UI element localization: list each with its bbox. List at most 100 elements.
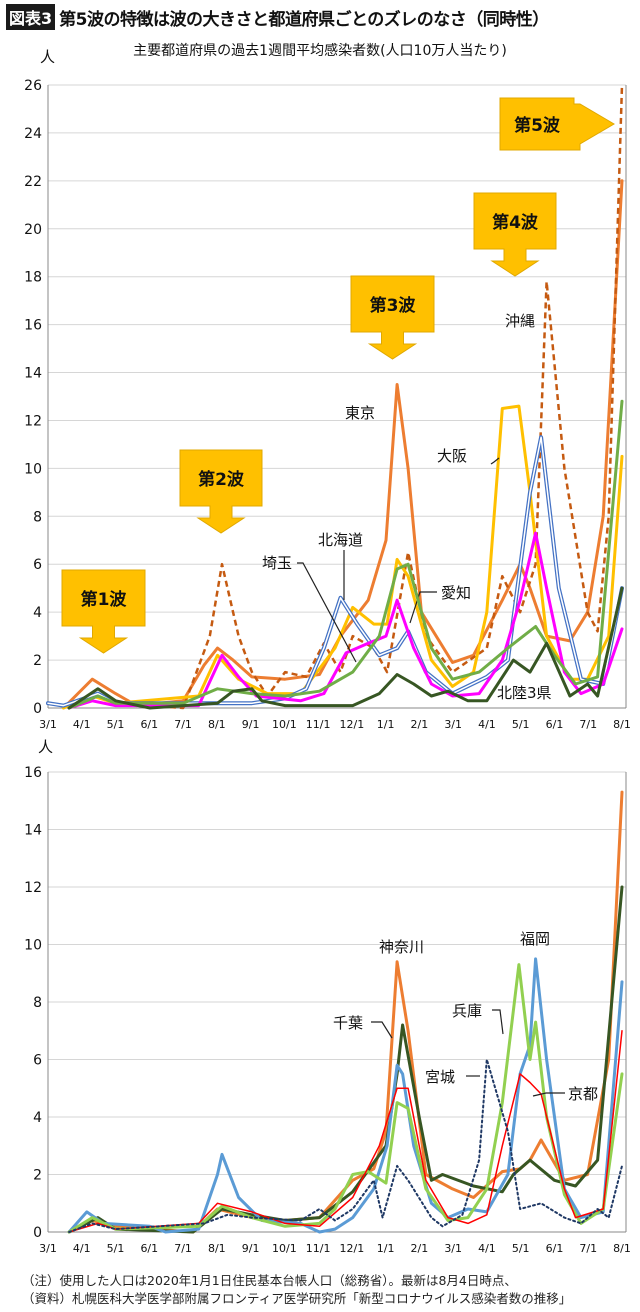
chart-title: 主要都道府県の過去1週間平均感染者数(人口10万人当たり) <box>133 43 507 59</box>
y-tick-label: 14 <box>24 366 42 382</box>
x-tick-label: 11/1 <box>306 1242 331 1255</box>
series-label: 京都 <box>568 1085 598 1103</box>
x-tick-label: 7/1 <box>174 718 192 731</box>
y-tick-label: 26 <box>24 78 42 94</box>
series-label: 沖縄 <box>505 312 535 330</box>
figure-title: 第5波の特徴は波の大きさと都道府県ごとのズレのなさ（同時性） <box>59 9 549 30</box>
y-tick-label: 24 <box>24 126 42 142</box>
wave-label: 第5波 <box>514 115 561 136</box>
callout-arrow-shape <box>61 569 146 654</box>
y-tick-label: 10 <box>24 461 42 477</box>
wave-callout: 第5波 <box>499 97 615 151</box>
x-tick-label: 2/1 <box>411 718 429 731</box>
y-tick-label: 4 <box>33 605 42 621</box>
x-tick-label: 10/1 <box>272 1242 297 1255</box>
series-line-宮城 <box>68 1058 623 1233</box>
x-tick-label: 6/1 <box>546 718 564 731</box>
x-tick-label: 12/1 <box>340 718 365 731</box>
x-tick-label: 5/1 <box>107 718 125 731</box>
callout-arrow-shape <box>473 192 557 277</box>
y-tick-label: 8 <box>33 995 42 1011</box>
series-label: 北陸3県 <box>497 684 552 702</box>
wave-label: 第1波 <box>81 589 128 610</box>
series-line-千葉 <box>67 885 624 1234</box>
series-label: 福岡 <box>520 930 550 948</box>
source-line: （資料）札幌医科大学医学部附属フロンティア医学研究所「新型コロナウイルス感染者数… <box>22 1291 572 1306</box>
x-tick-label: 4/1 <box>478 1242 496 1255</box>
x-tick-label: 4/1 <box>73 1242 91 1255</box>
y-tick-label: 20 <box>24 222 42 238</box>
series-label: 神奈川 <box>379 938 424 956</box>
y-unit-label: 人 <box>38 738 53 756</box>
x-tick-label: 1/1 <box>377 1242 395 1255</box>
label-pointer <box>490 457 500 465</box>
x-tick-label: 4/1 <box>73 718 91 731</box>
y-tick-label: 12 <box>24 880 42 896</box>
figure-badge: 図表3 <box>6 4 56 30</box>
y-tick-label: 0 <box>33 1225 42 1241</box>
series-label: 兵庫 <box>452 1002 482 1020</box>
y-tick-label: 18 <box>24 270 42 286</box>
x-tick-label: 11/1 <box>306 718 331 731</box>
wave-callout: 第1波 <box>61 569 146 654</box>
series-label: 東京 <box>345 404 375 422</box>
y-tick-label: 2 <box>33 1168 42 1184</box>
x-tick-label: 3/1 <box>39 718 57 731</box>
y-tick-label: 22 <box>24 174 42 190</box>
wave-label: 第3波 <box>370 295 417 316</box>
wave-label: 第4波 <box>492 212 539 233</box>
y-unit-label: 人 <box>40 48 55 66</box>
y-tick-label: 4 <box>33 1110 42 1126</box>
series-label: 千葉 <box>333 1014 363 1032</box>
callout-arrow-shape <box>179 449 263 534</box>
x-tick-label: 1/1 <box>377 718 395 731</box>
y-tick-label: 16 <box>24 765 42 781</box>
series-label: 愛知 <box>441 584 471 602</box>
footnotes: （注）使用した人口は2020年1月1日住民基本台帳人口（総務省）。最新は8月4日… <box>22 1272 571 1308</box>
x-tick-label: 8/1 <box>208 1242 226 1255</box>
x-tick-label: 9/1 <box>242 718 260 731</box>
y-tick-label: 6 <box>33 557 42 573</box>
x-tick-label: 3/1 <box>444 1242 462 1255</box>
header: 図表3 第5波の特徴は波の大きさと都道府県ごとのズレのなさ（同時性） <box>6 4 549 30</box>
series-label: 宮城 <box>425 1068 455 1086</box>
y-tick-label: 16 <box>24 318 42 334</box>
x-tick-label: 8/1 <box>613 1242 631 1255</box>
label-pointer <box>297 562 357 663</box>
x-tick-label: 5/1 <box>512 718 530 731</box>
wave-callout: 第3波 <box>350 275 435 360</box>
wave-label: 第2波 <box>198 469 245 490</box>
y-tick-label: 10 <box>24 938 42 954</box>
callout-arrow-shape <box>499 97 615 151</box>
x-tick-label: 4/1 <box>478 718 496 731</box>
x-tick-label: 6/1 <box>140 1242 158 1255</box>
x-tick-label: 6/1 <box>140 718 158 731</box>
x-tick-label: 6/1 <box>546 1242 564 1255</box>
y-tick-label: 8 <box>33 509 42 525</box>
callout-arrow-shape <box>350 275 435 360</box>
x-tick-label: 7/1 <box>579 718 597 731</box>
series-line-兵庫 <box>67 963 624 1234</box>
x-tick-label: 5/1 <box>512 1242 530 1255</box>
x-tick-label: 12/1 <box>340 1242 365 1255</box>
series-label: 北海道 <box>318 531 363 549</box>
x-tick-label: 7/1 <box>579 1242 597 1255</box>
label-pointer <box>492 1009 504 1035</box>
y-tick-label: 6 <box>33 1053 42 1069</box>
x-tick-label: 9/1 <box>242 1242 260 1255</box>
label-pointer <box>371 1021 393 1039</box>
x-tick-label: 3/1 <box>444 718 462 731</box>
x-tick-label: 8/1 <box>208 718 226 731</box>
series-line-愛知 <box>67 531 624 710</box>
label-pointer <box>532 1092 565 1097</box>
y-tick-label: 12 <box>24 413 42 429</box>
y-tick-label: 14 <box>24 823 42 839</box>
series-label: 埼玉 <box>262 554 292 572</box>
y-tick-label: 2 <box>33 653 42 669</box>
series-line-北陸3県 <box>67 586 624 710</box>
wave-callout: 第2波 <box>179 449 263 534</box>
x-tick-label: 2/1 <box>411 1242 429 1255</box>
series-line-京都 <box>68 1030 623 1233</box>
label-pointer <box>409 591 437 624</box>
